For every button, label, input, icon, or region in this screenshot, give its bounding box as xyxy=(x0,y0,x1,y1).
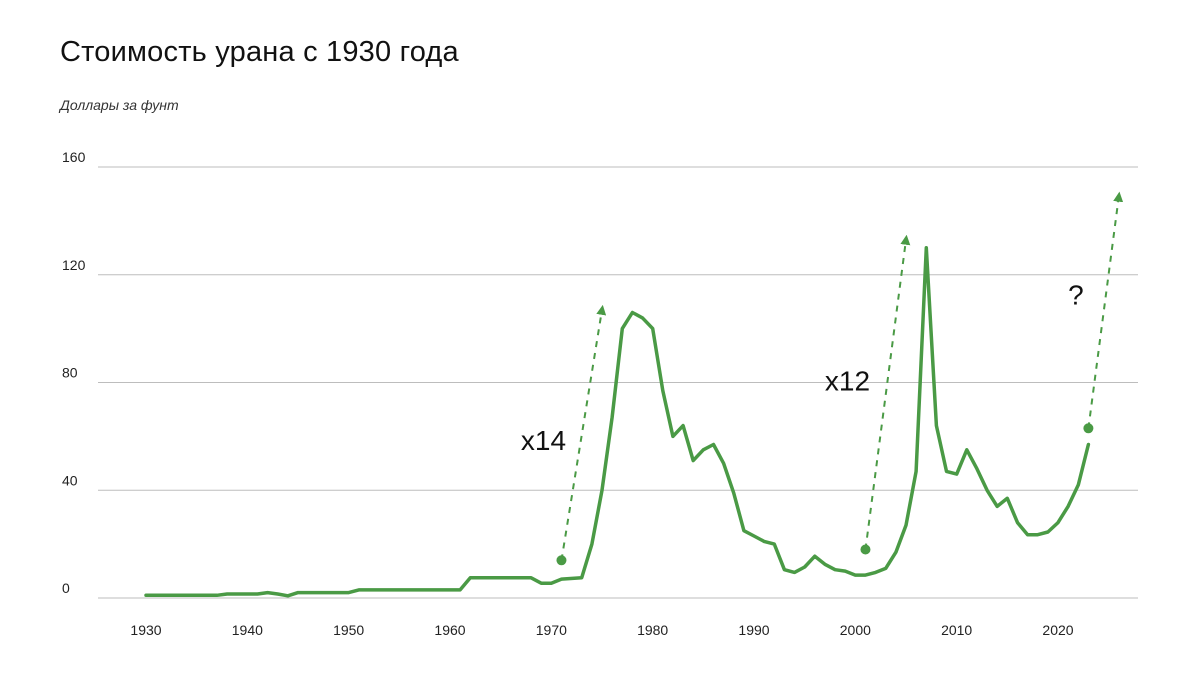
annotation-label-2: ? xyxy=(1068,279,1084,310)
x-tick-label-1930: 1930 xyxy=(130,622,161,638)
x-tick-label-1960: 1960 xyxy=(434,622,465,638)
x-axis-ticks: 1930 1940 1950 1960 1970 1980 1990 2000 2010 2020 xyxy=(130,622,1073,638)
y-tick-label-160: 160 xyxy=(62,149,86,165)
chart-title: Стоимость урана с 1930 года xyxy=(60,36,459,68)
x-tick-label-2010: 2010 xyxy=(941,622,972,638)
annotation-label-1: x12 xyxy=(825,366,870,397)
annotation-dot-1 xyxy=(860,544,871,555)
x-tick-label-1980: 1980 xyxy=(637,622,668,638)
y-tick-label-40: 40 xyxy=(62,472,78,488)
y-axis-ticks: 0 40 80 120 160 xyxy=(62,149,86,596)
y-axis-label: Доллары за фунт xyxy=(60,97,179,113)
y-tick-label-0: 0 xyxy=(62,580,70,596)
x-tick-label-1950: 1950 xyxy=(333,622,364,638)
x-tick-label-2000: 2000 xyxy=(840,622,871,638)
x-tick-label-1990: 1990 xyxy=(738,622,769,638)
annotation-arrow-2 xyxy=(1087,191,1124,429)
annotation-dot-2 xyxy=(1083,423,1094,434)
annotation-arrow-1 xyxy=(864,234,911,550)
annotation-dot-0 xyxy=(556,555,567,566)
series-layer xyxy=(144,246,1091,598)
x-tick-label-1940: 1940 xyxy=(232,622,263,638)
x-tick-label-2020: 2020 xyxy=(1042,622,1073,638)
series-line-0 xyxy=(144,246,1091,598)
y-tick-label-120: 120 xyxy=(62,257,86,273)
y-tick-label-80: 80 xyxy=(62,365,78,381)
x-tick-label-1970: 1970 xyxy=(536,622,567,638)
annotation-label-0: x14 xyxy=(521,425,566,456)
grid-lines xyxy=(98,166,1138,599)
annotations: x14 x12? xyxy=(521,191,1124,566)
